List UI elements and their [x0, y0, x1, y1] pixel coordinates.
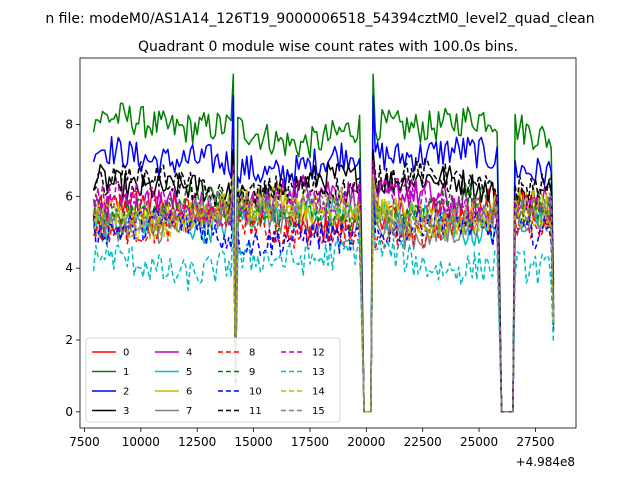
- x-tick-label: 25000: [460, 435, 498, 449]
- x-offset-label: +4.984e8: [516, 455, 575, 469]
- series-lines: [92, 73, 555, 413]
- legend-label: 12: [312, 348, 325, 359]
- legend-label: 9: [249, 367, 255, 378]
- x-tick-label: 12500: [178, 435, 216, 449]
- series-line-2: [92, 94, 555, 413]
- y-tick-label: 0: [65, 405, 73, 419]
- chart-title: Quadrant 0 module wise count rates with …: [138, 39, 518, 55]
- series-line-12: [93, 163, 555, 413]
- x-tick-label: 22500: [404, 435, 442, 449]
- legend-label: 15: [312, 406, 325, 417]
- legend-label: 2: [123, 387, 129, 398]
- x-tick-label: 15000: [235, 435, 273, 449]
- legend-label: 13: [312, 367, 325, 378]
- y-axis: 0 2 4 6 8: [65, 117, 80, 419]
- legend-box: [85, 337, 341, 423]
- legend-label: 8: [249, 348, 255, 359]
- legend-label: 3: [123, 406, 129, 417]
- series-line-11: [92, 152, 555, 413]
- series-line-15: [92, 177, 555, 413]
- y-tick-label: 6: [65, 189, 73, 203]
- legend-label: 14: [312, 387, 325, 398]
- series-line-3: [92, 148, 555, 413]
- series-line-10: [92, 188, 555, 413]
- legend-label: 7: [186, 406, 192, 417]
- legend-label: 0: [123, 348, 129, 359]
- legend-label: 1: [123, 367, 129, 378]
- legend-label: 5: [186, 367, 192, 378]
- figure-suptitle: n file: modeM0/AS1A14_126T19_9000006518_…: [45, 11, 594, 27]
- y-tick-label: 4: [65, 261, 73, 275]
- x-tick-label: 27500: [516, 435, 554, 449]
- x-tick-label: 10000: [122, 435, 160, 449]
- series-line-13: [92, 209, 555, 413]
- x-tick-label: 20000: [347, 435, 385, 449]
- legend-label: 6: [186, 387, 192, 398]
- x-axis: 7500 10000 12500 15000 17500 20000 22500 25000 2…: [69, 428, 555, 449]
- legend-label: 10: [249, 387, 262, 398]
- series-line-1: [92, 73, 555, 413]
- legend-label: 4: [186, 348, 192, 359]
- y-tick-label: 2: [65, 333, 73, 347]
- legend-label: 11: [249, 406, 262, 417]
- plot-frame: [79, 57, 577, 429]
- y-tick-label: 8: [65, 117, 73, 131]
- x-tick-label: 17500: [291, 435, 329, 449]
- series-line-14: [92, 173, 555, 413]
- x-tick-label: 7500: [69, 435, 100, 449]
